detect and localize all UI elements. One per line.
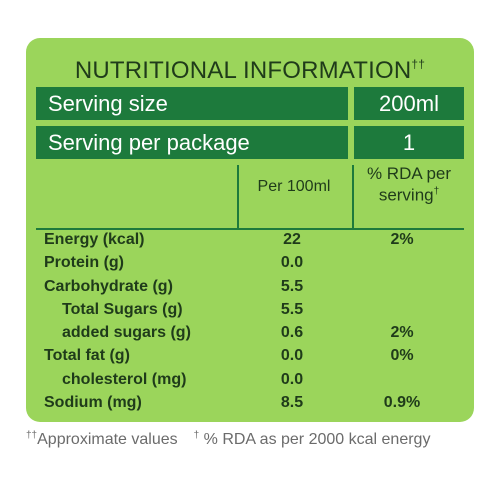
footnote-mark-1: †† bbox=[26, 430, 38, 441]
rda-value bbox=[342, 251, 462, 274]
rda-header-line1: % RDA per bbox=[366, 164, 452, 183]
per100-value: 0.0 bbox=[280, 347, 304, 365]
rda-value: 2% bbox=[390, 324, 414, 342]
nutrient-name: Protein (g) bbox=[44, 254, 124, 272]
rda-value bbox=[342, 368, 462, 391]
rda-value bbox=[342, 298, 462, 321]
header-divider bbox=[36, 228, 464, 230]
nutrient-name: added sugars (g) bbox=[62, 324, 191, 342]
nutrition-panel: NUTRITIONAL INFORMATION†† Serving size 2… bbox=[26, 38, 474, 422]
rda-value: 0.9% bbox=[383, 394, 421, 412]
rda-header-mark: † bbox=[433, 186, 440, 197]
rda-column-header: % RDA per serving† bbox=[354, 165, 464, 205]
per100-column-header: Per 100ml bbox=[257, 178, 331, 195]
nutrient-name: cholesterol (mg) bbox=[62, 370, 187, 388]
table-row: cholesterol (mg) 0.0 bbox=[44, 368, 462, 391]
column-divider-1 bbox=[237, 165, 239, 230]
rda-value: 0% bbox=[390, 347, 414, 365]
nutrient-table: Energy (kcal) 22 2% Protein (g) 0.0 Carb… bbox=[44, 228, 462, 414]
table-row: added sugars (g) 0.6 2% bbox=[44, 321, 462, 344]
footnote-rda: % RDA as per 2000 kcal energy bbox=[199, 431, 431, 448]
serving-size-label: Serving size bbox=[36, 87, 348, 120]
table-row: Total fat (g) 0.0 0% bbox=[44, 344, 462, 367]
panel-title: NUTRITIONAL INFORMATION†† bbox=[26, 44, 474, 84]
per100-value: 0.0 bbox=[280, 370, 304, 388]
rda-header-serving: serving bbox=[378, 185, 434, 205]
per100-value: 0.6 bbox=[280, 324, 304, 342]
per100-value: 5.5 bbox=[280, 300, 304, 318]
table-row: Total Sugars (g) 5.5 bbox=[44, 298, 462, 321]
per100-value: 5.5 bbox=[280, 277, 304, 295]
title-mark: †† bbox=[411, 57, 426, 71]
serving-per-package-label: Serving per package bbox=[36, 126, 348, 159]
footnote-mark-2: † bbox=[193, 430, 200, 441]
table-row: Protein (g) 0.0 bbox=[44, 251, 462, 274]
serving-size-value: 200ml bbox=[354, 87, 464, 120]
footnote-approx: Approximate values bbox=[37, 431, 178, 448]
rda-value bbox=[342, 275, 462, 298]
per100-value: 22 bbox=[283, 231, 301, 248]
nutrient-name: Total Sugars (g) bbox=[62, 300, 183, 318]
table-row: Carbohydrate (g) 5.5 bbox=[44, 275, 462, 298]
title-text: NUTRITIONAL INFORMATION bbox=[74, 57, 412, 84]
table-row: Sodium (mg) 8.5 0.9% bbox=[44, 391, 462, 414]
footnotes: ††Approximate values † % RDA as per 2000 … bbox=[26, 430, 496, 449]
nutrient-name: Sodium (mg) bbox=[44, 394, 142, 412]
nutrient-name: Energy (kcal) bbox=[44, 231, 145, 248]
per100-value: 8.5 bbox=[280, 394, 304, 412]
nutrient-name: Carbohydrate (g) bbox=[44, 277, 173, 295]
table-row: Energy (kcal) 22 2% bbox=[44, 228, 462, 251]
column-divider-2 bbox=[352, 165, 354, 230]
rda-value: 2% bbox=[390, 231, 414, 248]
rda-header-line2: serving† bbox=[354, 183, 464, 205]
nutrient-name: Total fat (g) bbox=[44, 347, 130, 365]
per100-value: 0.0 bbox=[280, 254, 304, 272]
serving-per-package-value: 1 bbox=[354, 126, 464, 159]
